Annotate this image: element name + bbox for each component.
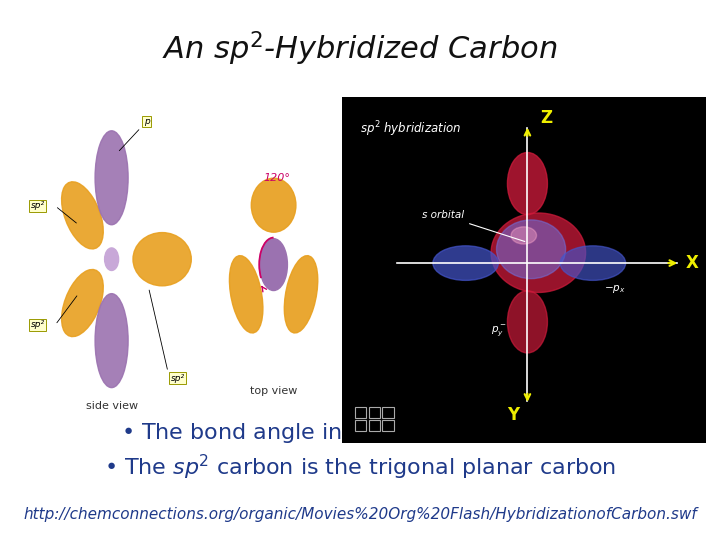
Ellipse shape (62, 269, 103, 336)
Text: $sp^2$ hybridization: $sp^2$ hybridization (360, 120, 462, 139)
Text: http://chemconnections.org/organic/Movies%20Org%20Flash/HybridizationofCarbon.sw: http://chemconnections.org/organic/Movie… (23, 507, 697, 522)
Text: $p_y^-$: $p_y^-$ (491, 323, 507, 338)
Text: top view: top view (250, 387, 297, 396)
Text: sp²: sp² (31, 320, 45, 329)
Text: side view: side view (86, 401, 138, 411)
Ellipse shape (284, 255, 318, 333)
Ellipse shape (497, 220, 566, 279)
Ellipse shape (62, 182, 103, 249)
Text: $-p_x$: $-p_x$ (604, 283, 626, 295)
Ellipse shape (251, 178, 296, 232)
Circle shape (104, 248, 119, 271)
Text: sp²: sp² (31, 201, 45, 211)
Ellipse shape (95, 131, 128, 225)
Ellipse shape (133, 233, 192, 286)
Text: p: p (144, 117, 150, 126)
Circle shape (260, 239, 287, 291)
Text: An sp$^2$-Hybridized Carbon: An sp$^2$-Hybridized Carbon (162, 29, 558, 68)
Ellipse shape (95, 294, 128, 388)
Ellipse shape (508, 291, 547, 353)
Text: • The $\it{sp}$$^2$ carbon is the trigonal planar carbon: • The $\it{sp}$$^2$ carbon is the trigon… (104, 453, 616, 482)
Text: sp²: sp² (171, 374, 185, 383)
Text: s orbital: s orbital (422, 210, 525, 241)
Text: Y: Y (508, 406, 520, 424)
Text: Z: Z (540, 109, 552, 127)
FancyBboxPatch shape (342, 97, 706, 443)
Text: • The bond angle in the $\it{sp}$$^2$ carbon is 120°: • The bond angle in the $\it{sp}$$^2$ ca… (122, 417, 598, 447)
Ellipse shape (560, 246, 626, 280)
Text: 120°: 120° (264, 173, 291, 183)
Ellipse shape (433, 246, 498, 280)
Ellipse shape (491, 213, 585, 293)
Ellipse shape (230, 255, 263, 333)
Ellipse shape (511, 227, 536, 244)
Text: X: X (685, 254, 698, 272)
Ellipse shape (508, 152, 547, 215)
